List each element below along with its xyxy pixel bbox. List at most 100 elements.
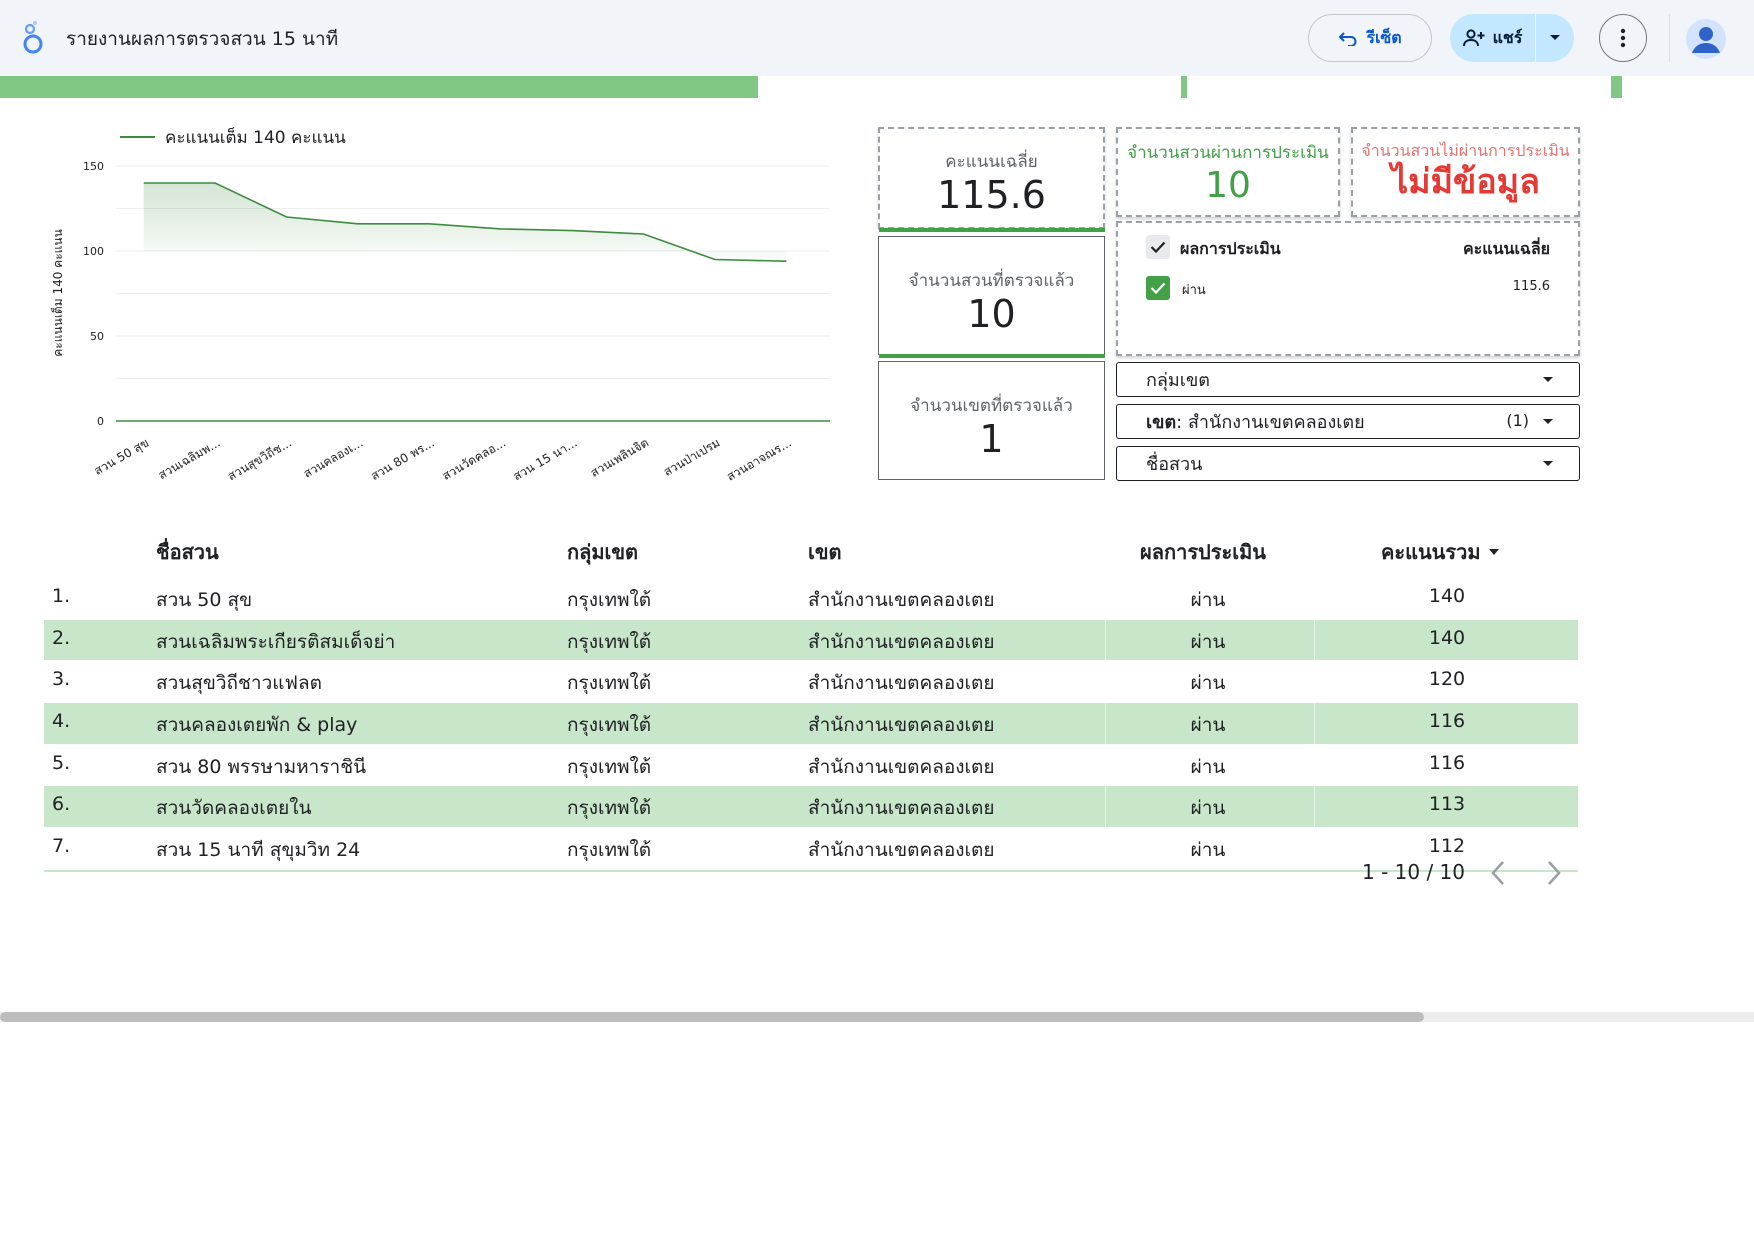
prev-page-icon[interactable] <box>1484 858 1514 888</box>
result-cell: ผ่าน <box>1190 839 1226 862</box>
district-cell: สำนักงานเขตคลองเตย <box>808 797 995 820</box>
table-bottom-border <box>44 869 1578 872</box>
row-index: 6. <box>52 793 71 816</box>
next-page-icon[interactable] <box>1538 858 1568 888</box>
result-cell: ผ่าน <box>1190 672 1226 695</box>
table-row[interactable]: 3. สวนสุขวิถีชาวแฟลต กรุงเทพใต้ สำนักงานเขต… <box>44 661 1578 704</box>
checked-parks-card[interactable]: จำนวนสวนที่ตรวจแล้ว 10 <box>878 236 1105 355</box>
x-tick-label: สวนเฉลิมพ... <box>156 435 223 482</box>
district-group-cell: กรุงเทพใต้ <box>567 797 652 820</box>
avg-score-value: 115.6 <box>937 173 1046 217</box>
y-tick-label: 100 <box>83 245 104 258</box>
score-cell: 112 <box>1428 835 1466 858</box>
district-cell: สำนักงานเขตคลองเตย <box>808 839 995 862</box>
horizontal-scrollbar-thumb[interactable] <box>0 1012 1424 1022</box>
pagination-text: 1 - 10 / 10 <box>1362 860 1466 884</box>
column-header-park[interactable]: ชื่อสวน <box>156 540 219 564</box>
header-accent-bar <box>1611 76 1622 98</box>
district-group-cell: กรุงเทพใต้ <box>567 630 652 653</box>
dropdown-arrow-icon <box>1543 461 1553 466</box>
column-divider <box>1105 786 1106 828</box>
score-line-chart[interactable]: 0 50 100 150 สวน 50 สุข สวนเฉลิมพ... สวนสุขวิถ… <box>40 115 840 495</box>
table-row[interactable]: 5. สวน 80 พรรษามหาราชินี กรุงเทพใต้ สำนักงา… <box>44 745 1578 787</box>
x-tick-label: สวน 80 พร... <box>368 435 436 483</box>
checked-districts-value: 1 <box>979 417 1004 461</box>
series-area <box>143 183 787 262</box>
x-tick-label: สวนคลองเ... <box>301 435 365 480</box>
column-header-score[interactable]: คะแนนรวม <box>1381 536 1499 568</box>
dropdown-arrow-icon <box>1543 419 1553 424</box>
table-row[interactable]: 7. สวน 15 นาที สุขุมวิท 24 กรุงเทพใต้ สำนัก… <box>44 828 1578 870</box>
district-filter[interactable]: เขต : สำนักงานเขตคลองเตย (1) <box>1116 404 1580 439</box>
park-name-filter[interactable]: ชื่อสวน <box>1116 446 1580 481</box>
passed-parks-card[interactable]: จำนวนสวนผ่านการประเมิน 10 <box>1116 127 1340 217</box>
header-accent-bar <box>1181 76 1187 98</box>
park-name-cell: สวน 15 นาที สุขุมวิท 24 <box>156 839 361 862</box>
score-cell: 116 <box>1428 751 1466 774</box>
share-button[interactable]: แชร์ <box>1450 14 1536 62</box>
result-cell: ผ่าน <box>1190 714 1226 737</box>
park-name-cell: สวนเฉลิมพระเกียรติสมเด็จย่า <box>156 630 396 653</box>
header-accent-bar <box>0 76 758 98</box>
avatar[interactable] <box>1686 19 1726 59</box>
district-group-cell: กรุงเทพใต้ <box>567 589 652 611</box>
district-cell: สำนักงานเขตคลองเตย <box>808 672 995 695</box>
passed-parks-label: จำนวนสวนผ่านการประเมิน <box>1127 143 1329 163</box>
park-name-cell: สวนวัดคลองเตยใน <box>156 797 312 820</box>
district-filter-key: เขต <box>1146 412 1177 433</box>
column-header-score-label: คะแนนรวม <box>1381 540 1481 564</box>
more-vert-icon <box>1620 28 1626 48</box>
account-icon <box>1686 19 1726 59</box>
district-cell: สำนักงานเขตคลองเตย <box>808 755 995 778</box>
result-cell: ผ่าน <box>1190 589 1226 611</box>
column-header-result[interactable]: ผลการประเมิน <box>1140 540 1266 564</box>
select-all-checkbox[interactable] <box>1146 235 1170 259</box>
x-tick-label: สวนป่าเปรม <box>661 435 722 478</box>
y-tick-label: 150 <box>83 160 104 173</box>
card-accent-line <box>879 354 1105 358</box>
avg-score-label: คะแนนเฉลี่ย <box>945 152 1038 172</box>
district-group-filter[interactable]: กลุ่มเขต <box>1116 362 1580 397</box>
score-cell: 113 <box>1428 793 1466 816</box>
park-name-cell: สวนสุขวิถีชาวแฟลต <box>156 672 322 695</box>
score-cell: 140 <box>1428 626 1466 649</box>
y-axis-label: คะแนนเต็ม 140 คะแนน <box>50 229 65 357</box>
looker-studio-logo-icon[interactable] <box>18 20 48 56</box>
x-tick-label: สวน 50 สุข <box>92 435 152 478</box>
chart-svg: 0 50 100 150 สวน 50 สุข สวนเฉลิมพ... สวนสุขวิถ… <box>50 126 830 484</box>
table-row[interactable]: 2. สวนเฉลิมพระเกียรติสมเด็จย่า กรุงเทพใต้ ส… <box>44 619 1578 662</box>
column-header-group[interactable]: กลุ่มเขต <box>567 540 639 564</box>
column-divider <box>1314 703 1315 744</box>
score-cell: 116 <box>1428 710 1466 733</box>
column-header-district[interactable]: เขต <box>808 540 842 564</box>
score-cell: 140 <box>1428 585 1466 607</box>
column-divider <box>1314 619 1315 661</box>
park-name-cell: สวน 50 สุข <box>156 589 253 611</box>
avg-score-card[interactable]: คะแนนเฉลี่ย 115.6 <box>878 127 1105 229</box>
result-cell: ผ่าน <box>1190 755 1226 778</box>
dropdown-arrow-icon <box>1543 377 1553 382</box>
pass-checkbox[interactable] <box>1146 276 1170 300</box>
row-index: 5. <box>52 751 71 774</box>
checked-districts-card[interactable]: จำนวนเขตที่ตรวจแล้ว 1 <box>878 361 1105 480</box>
row-index: 3. <box>52 668 71 691</box>
more-options-button[interactable] <box>1599 14 1647 62</box>
series-line <box>143 182 787 262</box>
table-row[interactable]: 4. สวนคลองเตยพัก & play กรุงเทพใต้ สำนักงาน… <box>44 703 1578 745</box>
failed-parks-value: ไม่มีข้อมูล <box>1391 162 1540 202</box>
failed-parks-label: จำนวนสวนไม่ผ่านการประเมิน <box>1361 141 1570 160</box>
x-tick-label: สวนอาจณร... <box>724 435 794 483</box>
report-title[interactable]: รายงานผลการตรวจสวน 15 นาที <box>66 28 339 50</box>
share-dropdown-button[interactable] <box>1536 14 1574 62</box>
caret-down-icon <box>1550 35 1560 40</box>
district-group-cell: กรุงเทพใต้ <box>567 714 652 737</box>
district-group-filter-label: กลุ่มเขต <box>1146 370 1210 391</box>
y-tick-label: 50 <box>90 330 104 343</box>
district-group-cell: กรุงเทพใต้ <box>567 839 652 862</box>
row-index: 7. <box>52 835 71 858</box>
failed-parks-card[interactable]: จำนวนสวนไม่ผ่านการประเมิน ไม่มีข้อมูล <box>1351 127 1580 217</box>
checked-parks-value: 10 <box>967 292 1016 336</box>
reset-button[interactable]: รีเซ็ต <box>1308 14 1432 62</box>
table-row[interactable]: 1. สวน 50 สุข กรุงเทพใต้ สำนักงานเขตคลองเตย… <box>44 578 1578 620</box>
table-row[interactable]: 6. สวนวัดคลองเตยใน กรุงเทพใต้ สำนักงานเขตคล… <box>44 786 1578 829</box>
